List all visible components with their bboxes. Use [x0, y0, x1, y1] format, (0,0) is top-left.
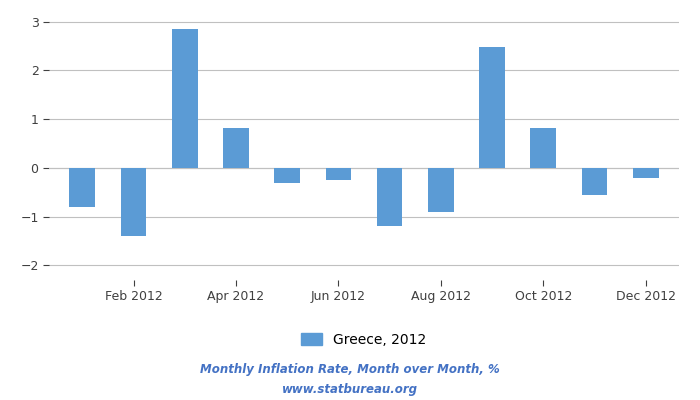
Bar	[428, 168, 454, 212]
Bar	[172, 29, 197, 168]
Bar	[69, 168, 95, 207]
Bar	[274, 168, 300, 182]
Bar	[531, 128, 556, 168]
Bar	[633, 168, 659, 178]
Bar	[120, 168, 146, 236]
Bar	[582, 168, 608, 195]
Bar	[377, 168, 402, 226]
Text: www.statbureau.org: www.statbureau.org	[282, 384, 418, 396]
Legend: Greece, 2012: Greece, 2012	[296, 327, 432, 352]
Text: Monthly Inflation Rate, Month over Month, %: Monthly Inflation Rate, Month over Month…	[200, 364, 500, 376]
Bar	[223, 128, 248, 168]
Bar	[480, 47, 505, 168]
Bar	[326, 168, 351, 180]
